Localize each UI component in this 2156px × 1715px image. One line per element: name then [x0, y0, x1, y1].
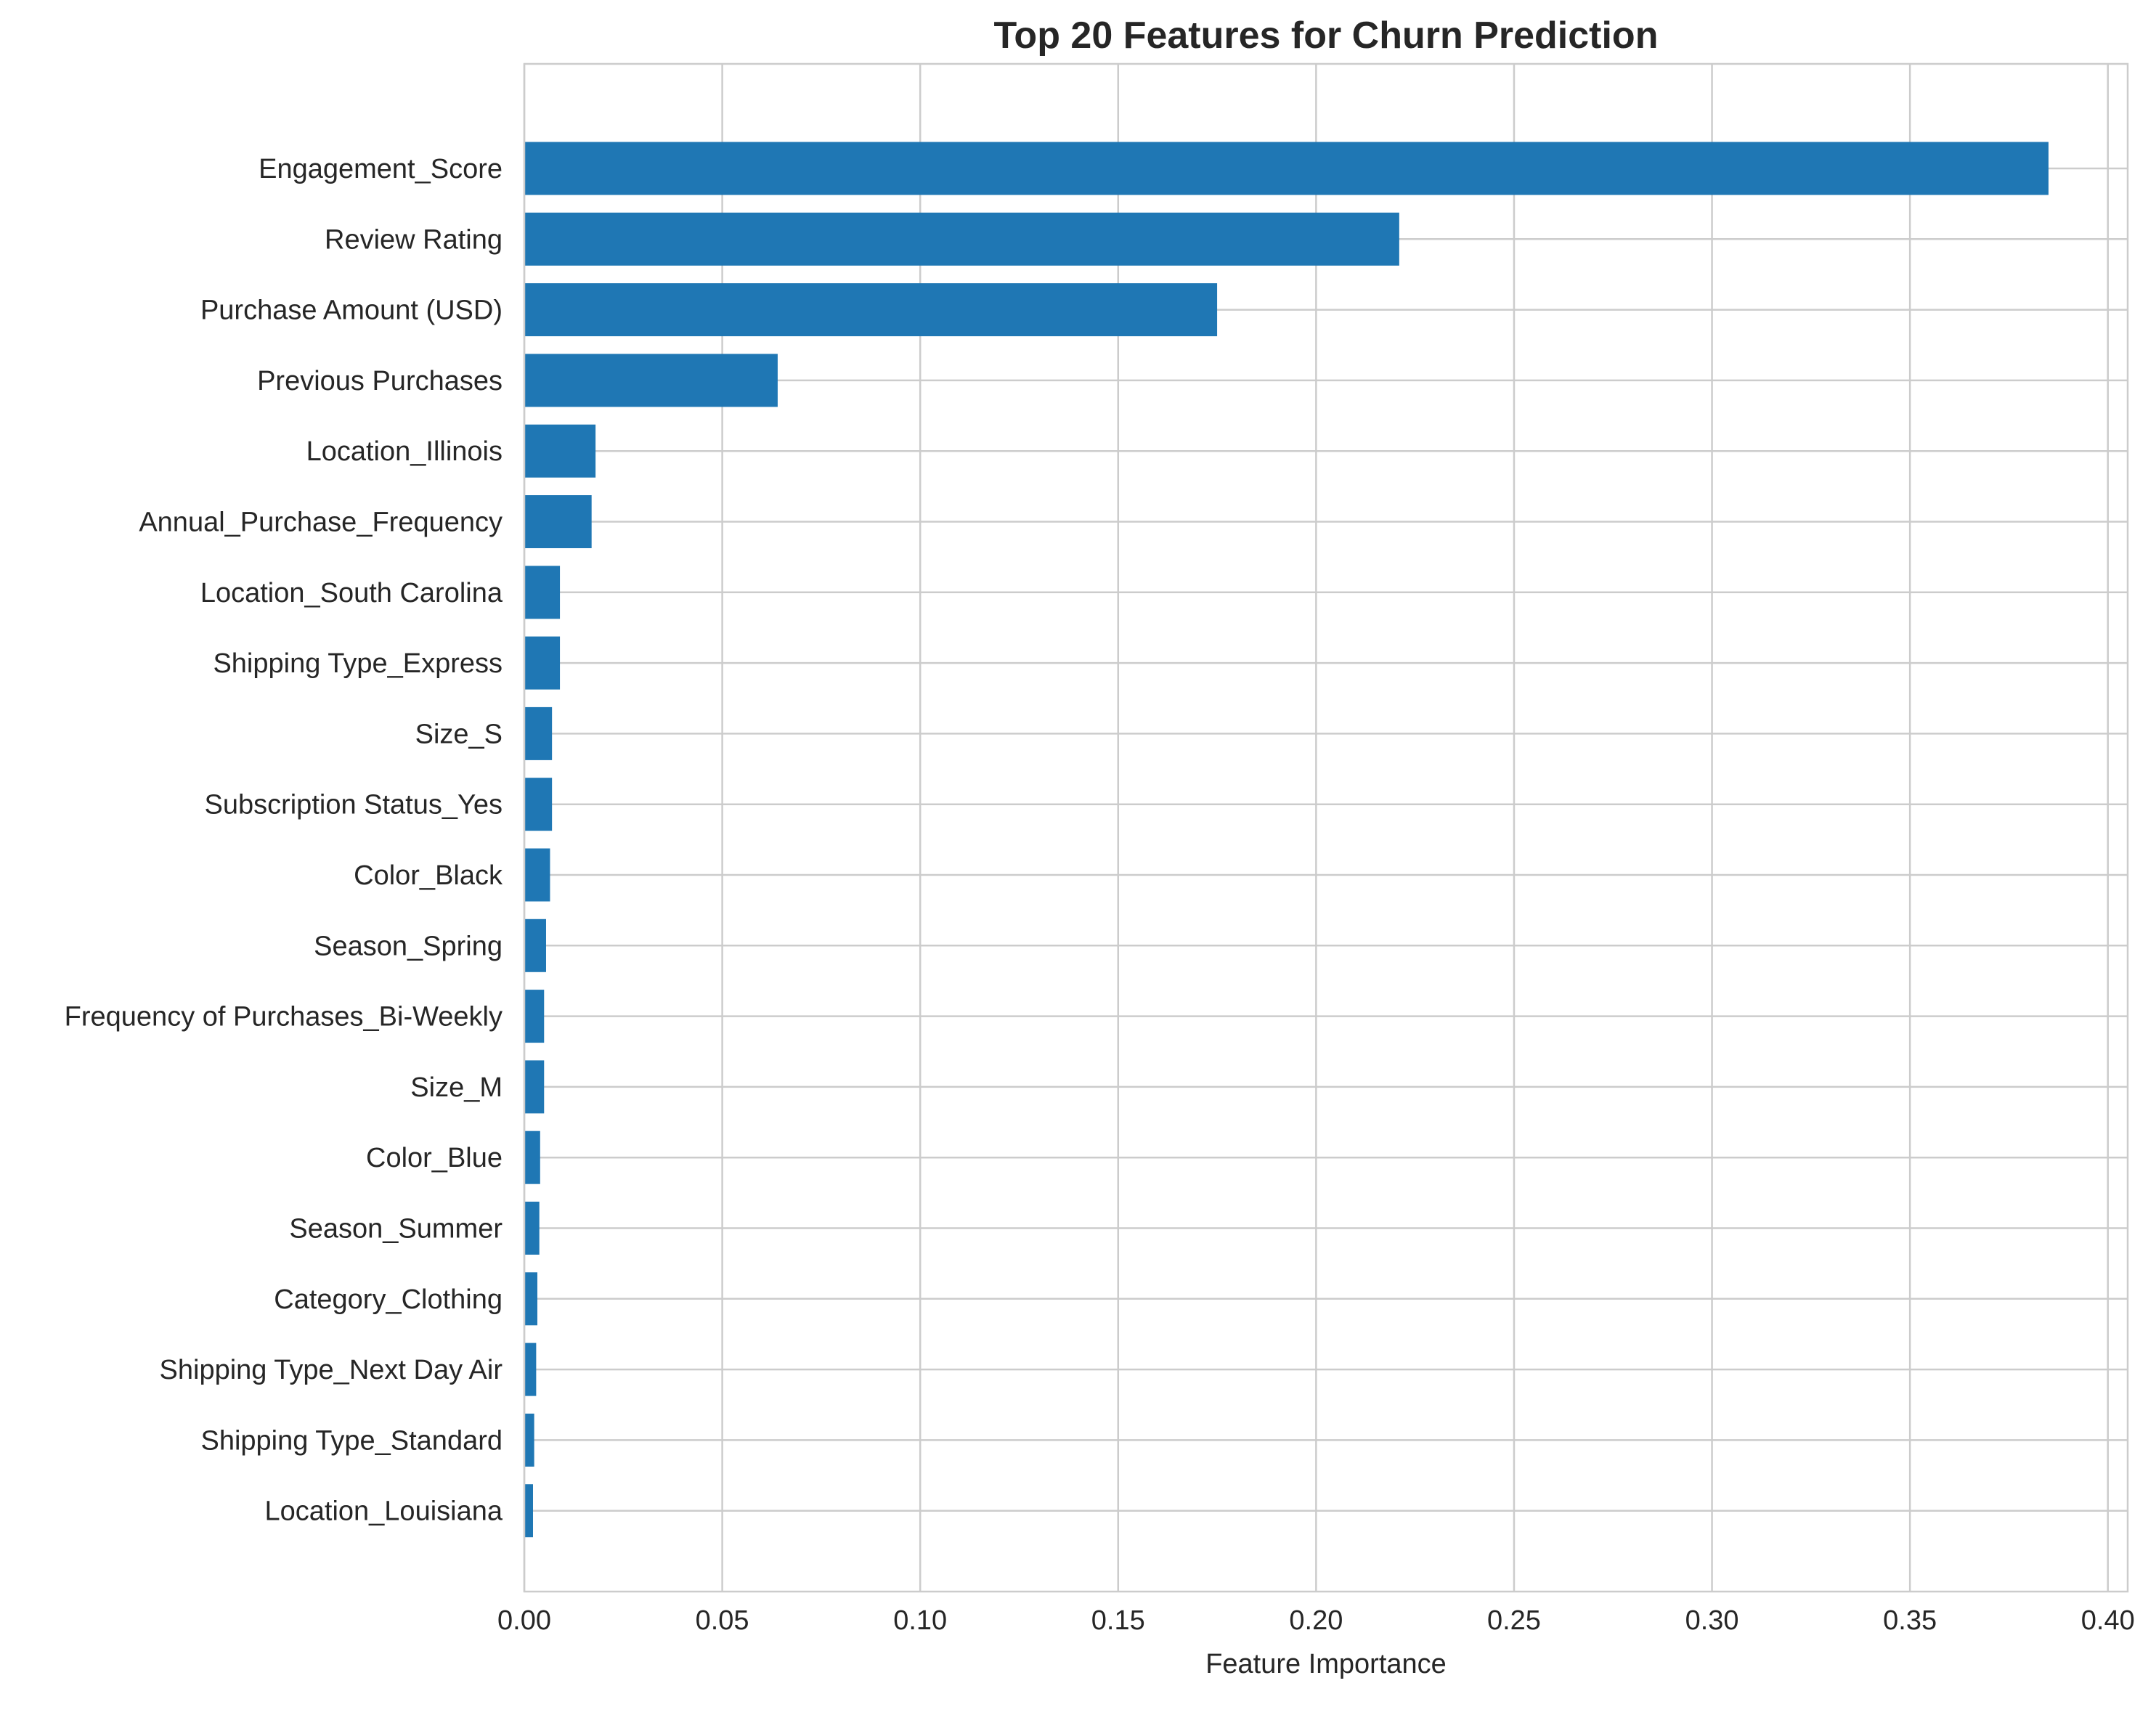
y-tick-labels: Engagement_Score Review Rating Purchase Am…	[65, 154, 503, 1527]
y-tick-label: Location_Louisiana	[265, 1496, 503, 1527]
bar	[524, 1060, 545, 1114]
x-tick-label: 0.05	[696, 1605, 749, 1636]
x-tick-label: 0.30	[1685, 1605, 1739, 1636]
y-tick-label: Category_Clothing	[274, 1284, 503, 1315]
y-tick-label: Purchase Amount (USD)	[200, 296, 503, 326]
bar	[524, 495, 592, 548]
bar	[524, 1343, 537, 1396]
x-tick-labels: 0.00 0.05 0.10 0.15 0.20 0.25 0.30 0.35 0.40	[497, 1605, 2135, 1636]
x-tick-label: 0.15	[1091, 1605, 1145, 1636]
x-tick-label: 0.10	[893, 1605, 947, 1636]
y-tick-label: Engagement_Score	[259, 154, 503, 184]
plot-frame	[523, 62, 2129, 1593]
chart-title: Top 20 Features for Churn Prediction	[994, 15, 1659, 57]
bar	[524, 424, 596, 478]
bar	[524, 566, 561, 619]
bar	[524, 706, 553, 760]
y-tick-label: Subscription Status_Yes	[204, 790, 503, 820]
bar	[524, 636, 561, 690]
y-tick-label: Previous Purchases	[257, 366, 503, 396]
y-tick-label: Location_Illinois	[306, 436, 503, 467]
x-tick-label: 0.25	[1487, 1605, 1541, 1636]
bar	[524, 848, 550, 902]
bar	[524, 918, 546, 972]
bar	[524, 354, 778, 407]
bar	[524, 1202, 540, 1255]
y-tick-label: Review Rating	[325, 224, 503, 255]
y-tick-label: Shipping Type_Standard	[200, 1425, 503, 1456]
bar	[524, 212, 1399, 266]
x-axis-label: Feature Importance	[1205, 1649, 1447, 1679]
y-tick-label: Season_Spring	[314, 931, 503, 961]
y-tick-label: Size_S	[415, 719, 503, 749]
x-tick-label: 0.20	[1289, 1605, 1343, 1636]
y-tick-label: Shipping Type_Express	[213, 648, 503, 679]
bar	[524, 1413, 534, 1467]
y-tick-label: Location_South Carolina	[200, 578, 503, 608]
x-tick-label: 0.35	[1883, 1605, 1937, 1636]
bar-layer	[524, 142, 2049, 1538]
y-tick-label: Color_Black	[354, 860, 503, 891]
y-tick-label: Color_Blue	[366, 1143, 503, 1173]
y-tick-label: Annual_Purchase_Frequency	[139, 508, 503, 538]
y-tick-label: Season_Summer	[289, 1214, 503, 1245]
x-tick-label: 0.40	[2081, 1605, 2135, 1636]
bar	[524, 1272, 537, 1326]
bar	[524, 778, 553, 831]
bar	[524, 1484, 533, 1538]
y-tick-label: Frequency of Purchases_Bi-Weekly	[65, 1002, 503, 1032]
bar	[524, 1131, 540, 1184]
y-tick-label: Shipping Type_Next Day Air	[160, 1355, 503, 1385]
y-tick-label: Size_M	[410, 1072, 503, 1103]
x-tick-label: 0.00	[497, 1605, 551, 1636]
bar	[524, 990, 545, 1043]
bar	[524, 142, 2049, 195]
bar	[524, 283, 1218, 337]
